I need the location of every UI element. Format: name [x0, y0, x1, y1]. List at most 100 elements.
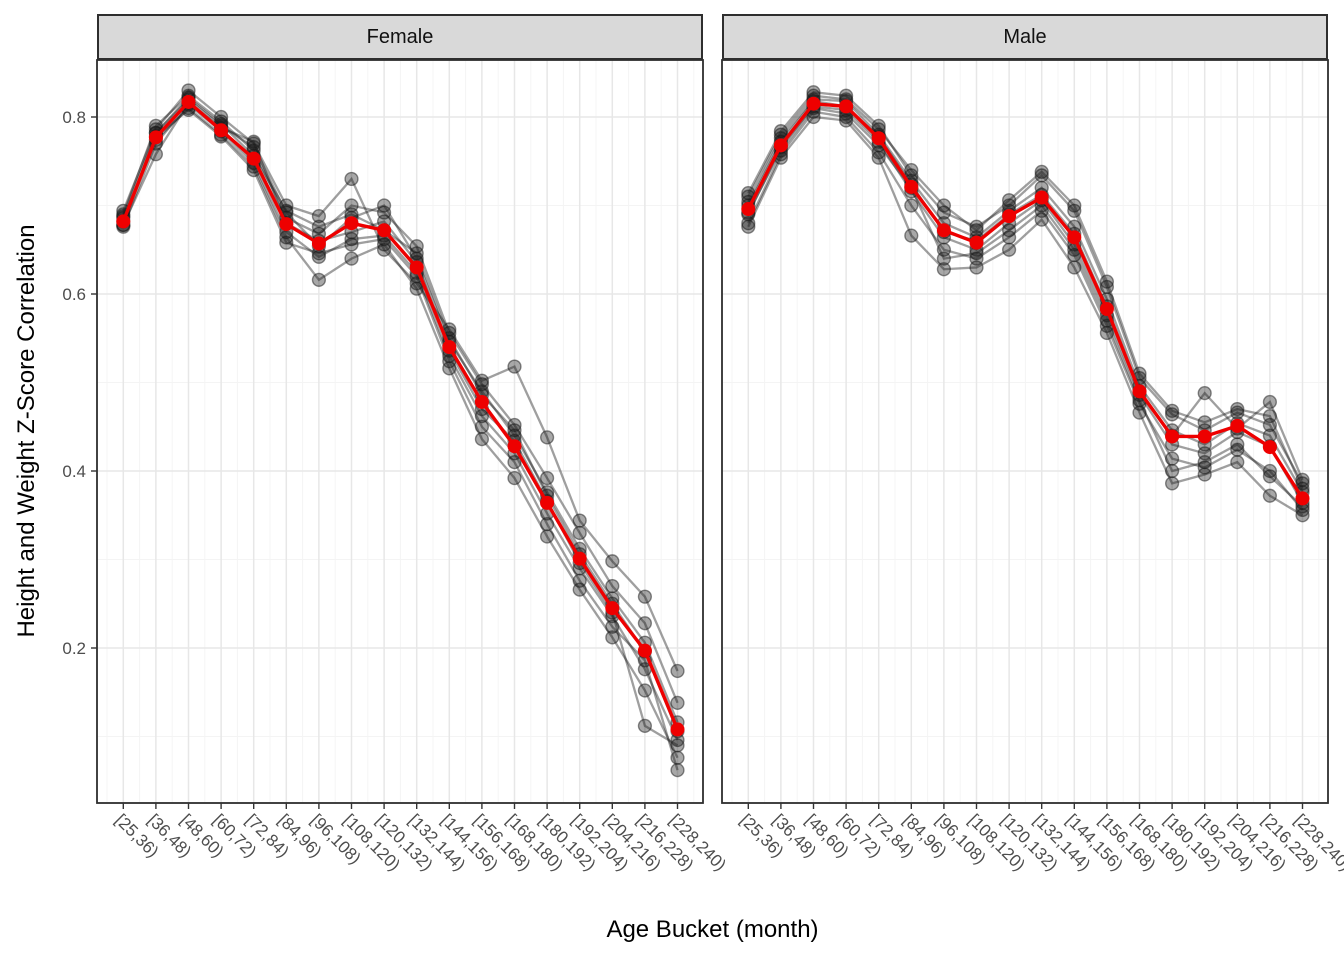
mean-point — [806, 96, 821, 111]
cohort-point — [605, 630, 620, 645]
cohort-point — [741, 216, 756, 231]
cohort-point — [670, 750, 685, 765]
cohort-point — [1230, 437, 1245, 452]
cohort-point — [969, 219, 984, 234]
mean-point — [409, 260, 424, 275]
cohort-point — [1230, 401, 1245, 417]
cohort-point — [904, 228, 919, 243]
cohort-point — [507, 423, 522, 438]
cohort-point — [474, 432, 490, 447]
cohort-point — [474, 373, 490, 388]
cohort-point — [637, 616, 653, 631]
mean-point — [871, 131, 886, 146]
cohort-point — [1001, 242, 1017, 257]
y-axis-title: Height and Weight Z-Score Correlation — [13, 224, 40, 638]
facet-strip-female: Female — [97, 14, 703, 60]
cohort-point — [936, 251, 952, 266]
cohort-point — [1164, 451, 1180, 466]
cohort-point — [1164, 463, 1180, 479]
cohort-point — [1197, 467, 1212, 482]
cohort-point — [1164, 403, 1180, 418]
panel-border — [721, 59, 1329, 804]
cohort-point — [670, 695, 685, 710]
cohort-point — [279, 235, 294, 250]
cohort-point — [344, 171, 359, 187]
cohort-point — [1034, 164, 1049, 179]
mean-point — [214, 123, 229, 138]
y-tick-label: 0.8 — [62, 108, 86, 127]
cohort-point — [1262, 409, 1278, 424]
cohort-point — [1262, 394, 1278, 410]
mean-point — [904, 179, 919, 194]
mean-point — [1197, 429, 1212, 444]
mean-point — [1230, 418, 1245, 433]
cohort-point — [572, 525, 587, 541]
mean-point — [507, 439, 522, 454]
cohort-point — [1262, 488, 1278, 503]
cohort-point — [377, 242, 392, 257]
facet-strip-male-label: Male — [1003, 25, 1047, 48]
mean-point — [1165, 429, 1180, 444]
cohort-point — [637, 718, 653, 733]
cohort-point — [572, 573, 587, 588]
mean-point — [344, 216, 359, 231]
cohort-point — [1164, 476, 1180, 491]
cohort-point — [539, 470, 555, 486]
cohort-point — [377, 198, 392, 213]
cohort-point — [637, 589, 653, 604]
y-tick-label: 0.2 — [62, 639, 86, 658]
mean-point — [1295, 491, 1310, 506]
cohort-point — [246, 134, 261, 149]
cohort-point — [539, 430, 555, 445]
mean-point — [637, 643, 652, 658]
mean-point — [1132, 384, 1147, 399]
cohort-point — [311, 272, 327, 287]
cohort-point — [1034, 212, 1049, 227]
cohort-point — [1164, 407, 1180, 422]
cohort-point — [670, 663, 685, 679]
panel-border — [96, 59, 704, 804]
cohort-point — [1099, 274, 1115, 289]
mean-point — [148, 130, 163, 145]
mean-point — [279, 217, 294, 232]
mean-point — [1067, 230, 1082, 245]
cohort-point — [409, 281, 424, 296]
cohort-point — [1197, 415, 1212, 430]
mean-point — [1002, 209, 1017, 224]
mean-point — [474, 394, 489, 409]
cohort-point — [1197, 386, 1212, 401]
facet-panel-male: [25,36)[36,48)[48,60)[60,72)[72,84)[84,9… — [721, 59, 1344, 875]
mean-point — [246, 151, 261, 166]
cohort-point — [670, 763, 685, 778]
mean-point — [1034, 190, 1049, 205]
mean-line — [121, 99, 680, 731]
mean-point — [605, 601, 620, 616]
cohort-point — [474, 419, 490, 434]
cohort-point — [637, 683, 653, 698]
cohort-point — [311, 219, 327, 234]
mean-point — [540, 495, 555, 510]
cohort-point — [377, 237, 392, 252]
cohort-point — [344, 251, 359, 266]
cohort-point — [442, 354, 457, 369]
cohort-point — [969, 260, 984, 275]
cohort-point — [507, 470, 522, 486]
cohort-point — [1099, 325, 1115, 341]
cohort-point — [507, 455, 522, 470]
cohort-point — [871, 150, 886, 165]
cohort-point — [605, 578, 620, 594]
cohort-point — [904, 198, 919, 213]
mean-point — [773, 138, 788, 153]
cohort-point — [936, 262, 952, 277]
cohort-point — [969, 223, 984, 238]
cohort-point — [605, 554, 620, 569]
mean-point — [670, 722, 685, 737]
cohort-point — [1132, 405, 1147, 420]
cohort-point — [344, 237, 359, 252]
cohort-point — [507, 417, 522, 433]
cohort-point — [1001, 193, 1017, 208]
cohort-point — [741, 219, 756, 234]
cohort-point — [1067, 260, 1082, 275]
